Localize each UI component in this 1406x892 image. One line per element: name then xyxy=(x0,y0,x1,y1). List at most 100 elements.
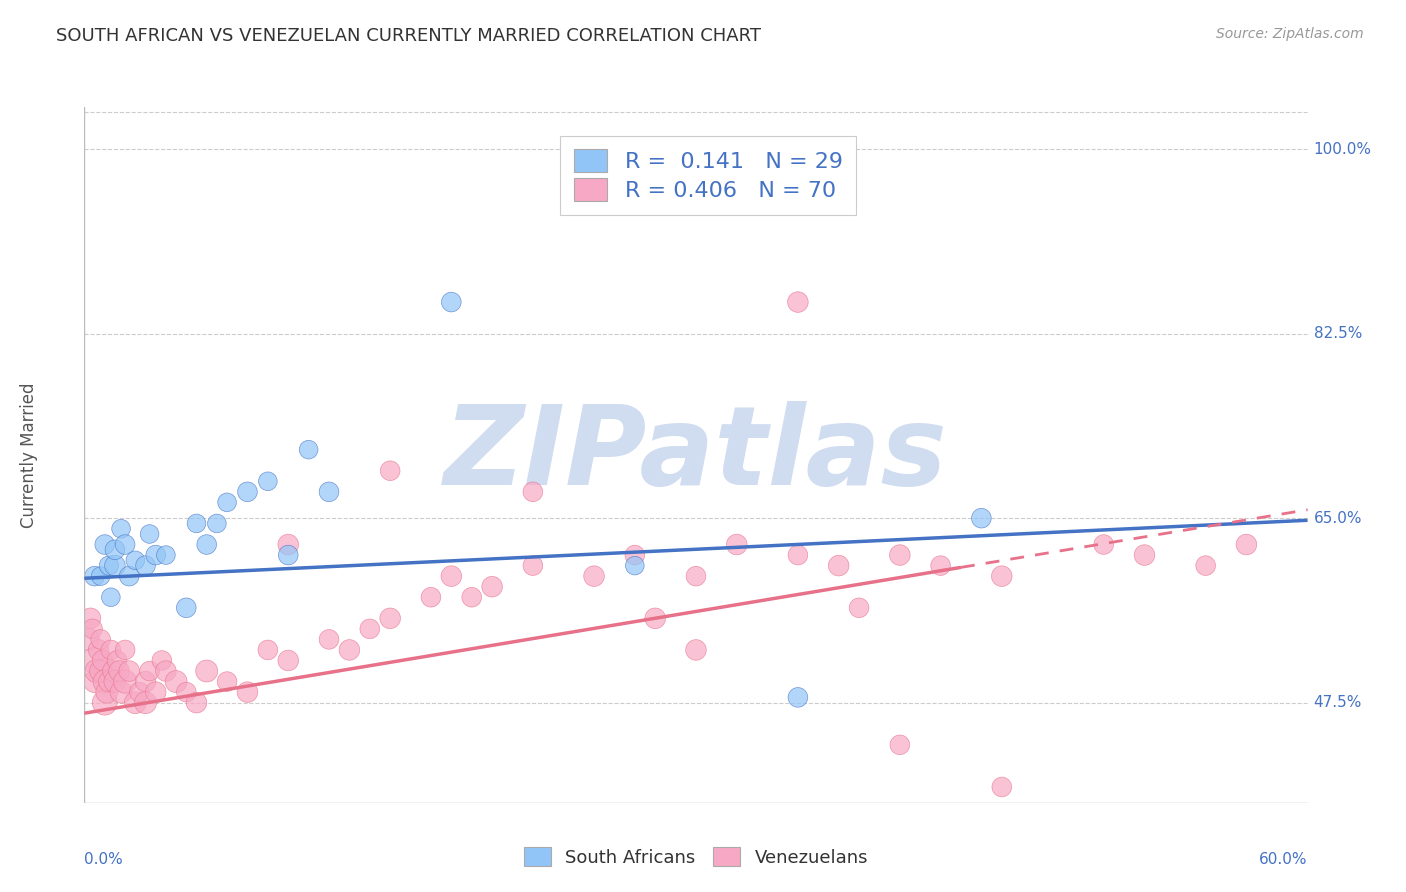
Point xyxy=(104,558,127,573)
Point xyxy=(195,664,218,678)
Text: 60.0%: 60.0% xyxy=(1260,852,1308,866)
Point xyxy=(174,600,197,615)
Point xyxy=(1133,548,1156,562)
Point xyxy=(83,569,105,583)
Point xyxy=(155,548,177,562)
Text: 47.5%: 47.5% xyxy=(1313,695,1362,710)
Point xyxy=(481,580,503,594)
Point xyxy=(90,569,112,583)
Point xyxy=(135,696,157,710)
Point xyxy=(150,653,173,667)
Point xyxy=(87,643,110,657)
Text: 100.0%: 100.0% xyxy=(1313,142,1372,157)
Point xyxy=(970,511,993,525)
Point xyxy=(100,591,122,605)
Text: Currently Married: Currently Married xyxy=(20,382,38,528)
Point xyxy=(787,690,810,705)
Point xyxy=(145,548,167,562)
Point xyxy=(138,664,160,678)
Point xyxy=(118,664,141,678)
Point xyxy=(93,537,115,551)
Point xyxy=(440,569,463,583)
Point xyxy=(118,569,141,583)
Point xyxy=(195,537,218,551)
Point xyxy=(236,685,259,699)
Point xyxy=(318,632,340,647)
Point xyxy=(138,527,160,541)
Point xyxy=(174,685,197,699)
Point xyxy=(339,643,360,657)
Point xyxy=(257,475,280,489)
Point xyxy=(685,643,707,657)
Point xyxy=(522,484,544,499)
Point xyxy=(787,548,810,562)
Point xyxy=(82,622,104,636)
Point xyxy=(889,548,911,562)
Point xyxy=(889,738,911,752)
Point xyxy=(929,558,952,573)
Text: 65.0%: 65.0% xyxy=(1313,511,1362,525)
Point xyxy=(461,591,484,605)
Point xyxy=(83,674,105,689)
Point xyxy=(787,295,810,310)
Point xyxy=(93,696,115,710)
Point xyxy=(380,464,402,478)
Point xyxy=(624,558,647,573)
Point xyxy=(114,674,136,689)
Point xyxy=(380,611,402,625)
Point xyxy=(83,653,105,667)
Point xyxy=(114,643,136,657)
Point xyxy=(104,542,127,557)
Text: Source: ZipAtlas.com: Source: ZipAtlas.com xyxy=(1216,27,1364,41)
Point xyxy=(101,664,124,678)
Point xyxy=(96,685,118,699)
Point xyxy=(277,653,299,667)
Point xyxy=(725,537,748,551)
Point xyxy=(298,442,321,457)
Point xyxy=(236,484,259,499)
Point xyxy=(90,632,112,647)
Point xyxy=(100,643,122,657)
Point xyxy=(277,548,299,562)
Point xyxy=(93,674,115,689)
Point xyxy=(165,674,187,689)
Point xyxy=(110,522,132,536)
Point xyxy=(624,548,647,562)
Point xyxy=(77,632,100,647)
Point xyxy=(991,780,1014,794)
Point xyxy=(108,664,131,678)
Point xyxy=(1092,537,1115,551)
Point xyxy=(217,495,239,509)
Point xyxy=(440,295,463,310)
Point xyxy=(90,664,112,678)
Point xyxy=(1195,558,1218,573)
Point xyxy=(420,591,443,605)
Point xyxy=(1234,537,1257,551)
Point xyxy=(135,674,157,689)
Legend: South Africans, Venezuelans: South Africans, Venezuelans xyxy=(516,840,876,874)
Point xyxy=(991,569,1014,583)
Point xyxy=(205,516,228,531)
Point xyxy=(318,484,340,499)
Text: ZIPatlas: ZIPatlas xyxy=(444,401,948,508)
Point xyxy=(848,600,870,615)
Point xyxy=(522,558,544,573)
Point xyxy=(97,558,120,573)
Text: 82.5%: 82.5% xyxy=(1313,326,1362,341)
Point xyxy=(186,516,208,531)
Point xyxy=(257,643,280,657)
Point xyxy=(582,569,605,583)
Point xyxy=(135,558,157,573)
Point xyxy=(104,674,127,689)
Point xyxy=(91,653,114,667)
Point xyxy=(145,685,167,699)
Point xyxy=(827,558,849,573)
Point xyxy=(359,622,381,636)
Point xyxy=(79,611,101,625)
Point xyxy=(644,611,666,625)
Point xyxy=(114,537,136,551)
Text: 0.0%: 0.0% xyxy=(84,852,124,866)
Point xyxy=(124,553,146,567)
Point xyxy=(86,664,108,678)
Point xyxy=(97,674,120,689)
